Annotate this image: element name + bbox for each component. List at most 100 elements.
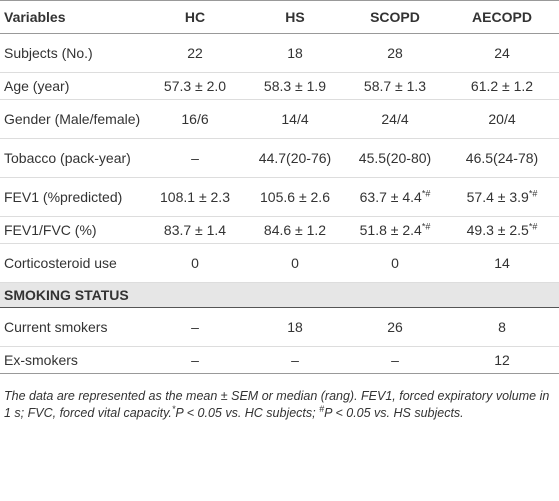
cell-text: 61.2 ± 1.2: [470, 77, 534, 94]
cell-text: 108.1 ± 2.3: [160, 188, 230, 205]
table-cell: Gender (Male/female): [0, 99, 145, 139]
cell-text: 18: [287, 44, 303, 61]
table-cell: 105.6 ± 2.6: [245, 177, 345, 217]
table-row: Tobacco (pack-year) – 44.7(20-76) 45.5(20-8…: [0, 138, 559, 178]
footnote-superscript: *: [171, 403, 176, 414]
cell-text: –: [291, 351, 299, 368]
table-cell: Tobacco (pack-year): [0, 138, 145, 178]
table-cell: 58.7 ± 1.3: [345, 72, 445, 100]
footnote: The data are represented as the mean ± S…: [0, 374, 559, 422]
table-cell: 46.5(24-78): [445, 138, 559, 178]
cell-text: 26: [387, 318, 403, 335]
cell-text: 22: [187, 44, 203, 61]
cell-text: 0: [391, 254, 399, 271]
header-cell: HS: [245, 0, 345, 34]
table-cell: 57.3 ± 2.0: [145, 72, 245, 100]
cell-text: 0: [191, 254, 199, 271]
table-row: Ex-smokers – – – 12: [0, 346, 559, 374]
cell-text: 51.8 ± 2.4: [359, 221, 422, 238]
cell-superscript: *#: [528, 187, 538, 198]
table-cell: Corticosteroid use: [0, 243, 145, 283]
cell-text: 0: [291, 254, 299, 271]
table-cell: 84.6 ± 1.2: [245, 216, 345, 244]
cell-text: 49.3 ± 2.5: [466, 221, 529, 238]
table-cell: 14/4: [245, 99, 345, 139]
table-cell: 18: [245, 307, 345, 347]
cell-text: 57.3 ± 2.0: [163, 77, 227, 94]
table-cell: –: [245, 346, 345, 374]
table-row: Current smokers – 18 26 8: [0, 307, 559, 347]
table-cell: 108.1 ± 2.3: [145, 177, 245, 217]
cell-text: 14/4: [281, 110, 309, 127]
cell-text: 105.6 ± 2.6: [260, 188, 330, 205]
footnote-text: P < 0.05 vs. HS subjects.: [324, 406, 464, 420]
table-cell: Subjects (No.): [0, 33, 145, 73]
table-cell: 24: [445, 33, 559, 73]
table-row: Corticosteroid use 0 0 0 14: [0, 243, 559, 283]
table-cell: 0: [245, 243, 345, 283]
cell-text: 63.7 ± 4.4: [359, 188, 422, 205]
cell-text: –: [191, 149, 199, 166]
cell-text: –: [191, 351, 199, 368]
table-cell: 45.5(20-80): [345, 138, 445, 178]
table-row: Subjects (No.) 22 18 28 24: [0, 33, 559, 73]
cell-text: 12: [494, 351, 510, 368]
table-cell: 61.2 ± 1.2: [445, 72, 559, 100]
cell-text: 83.7 ± 1.4: [163, 221, 227, 238]
table-cell: 49.3 ± 2.5*#: [445, 216, 559, 244]
table-cell: 58.3 ± 1.9: [245, 72, 345, 100]
cell-superscript: *#: [421, 220, 431, 231]
cell-text: 24/4: [381, 110, 409, 127]
table-cell: 0: [345, 243, 445, 283]
table-cell: 24/4: [345, 99, 445, 139]
cell-text: Tobacco (pack-year): [4, 149, 131, 166]
table-cell: FEV1 (%predicted): [0, 177, 145, 217]
section-row: SMOKING STATUS: [0, 282, 559, 308]
cell-text: Corticosteroid use: [4, 254, 117, 271]
table-row: FEV1 (%predicted) 108.1 ± 2.3 105.6 ± 2.6 6…: [0, 177, 559, 217]
footnote-text: P < 0.05 vs. HC subjects;: [175, 406, 320, 420]
data-table: Variables HC HS SCOPD AECOPD Subjects (No.) 2…: [0, 0, 559, 374]
cell-text: 20/4: [488, 110, 516, 127]
cell-text: Subjects (No.): [4, 44, 93, 61]
cell-text: Gender (Male/female): [4, 110, 141, 127]
table-body: Subjects (No.) 22 18 28 24 Age (year) 57.3 ± 2…: [0, 33, 559, 374]
header-cell: Variables: [0, 0, 145, 34]
cell-superscript: *#: [421, 187, 431, 198]
cell-text: –: [191, 318, 199, 335]
cell-text: 84.6 ± 1.2: [263, 221, 327, 238]
cell-text: 16/6: [181, 110, 209, 127]
table-cell: Ex-smokers: [0, 346, 145, 374]
footnote-superscript: #: [319, 403, 325, 414]
cell-text: FEV1 (%predicted): [4, 188, 123, 205]
cell-text: FEV1/FVC (%): [4, 221, 97, 238]
header-cell: HC: [145, 0, 245, 34]
table-cell: 57.4 ± 3.9*#: [445, 177, 559, 217]
table-cell: 22: [145, 33, 245, 73]
cell-text: 58.7 ± 1.3: [363, 77, 427, 94]
table-row: Age (year) 57.3 ± 2.0 58.3 ± 1.9 58.7 ± 1.3…: [0, 72, 559, 100]
table-cell: 26: [345, 307, 445, 347]
table-cell: 0: [145, 243, 245, 283]
cell-text: 28: [387, 44, 403, 61]
cell-text: Current smokers: [4, 318, 108, 335]
table-row: FEV1/FVC (%) 83.7 ± 1.4 84.6 ± 1.2 51.8 ± 2…: [0, 216, 559, 244]
section-title: SMOKING STATUS: [0, 282, 559, 308]
cell-text: Age (year): [4, 77, 70, 94]
cell-text: 14: [494, 254, 510, 271]
cell-text: 46.5(24-78): [465, 149, 539, 166]
cell-text: 24: [494, 44, 510, 61]
table-cell: –: [145, 138, 245, 178]
table-cell: –: [145, 346, 245, 374]
footnote-text: The data are represented as the mean ± S…: [4, 389, 550, 420]
table-cell: 18: [245, 33, 345, 73]
table-cell: 12: [445, 346, 559, 374]
table-cell: –: [145, 307, 245, 347]
table-cell: 63.7 ± 4.4*#: [345, 177, 445, 217]
table-cell: –: [345, 346, 445, 374]
cell-text: 18: [287, 318, 303, 335]
table-cell: Age (year): [0, 72, 145, 100]
cell-text: 8: [498, 318, 506, 335]
header-cell: AECOPD: [445, 0, 559, 34]
